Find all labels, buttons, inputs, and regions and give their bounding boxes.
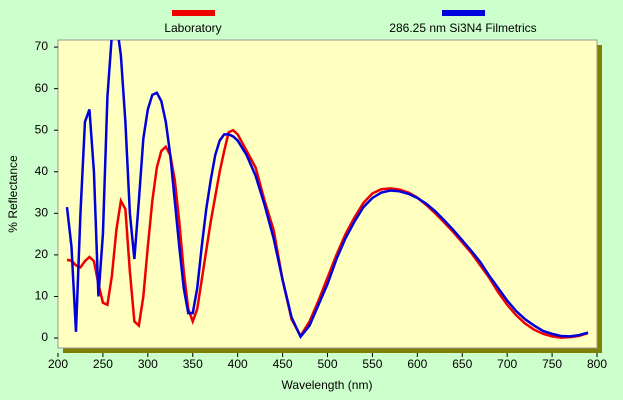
x-tick-label: 600: [407, 357, 427, 371]
y-tick-label: 10: [35, 289, 49, 303]
y-tick-label: 60: [35, 81, 49, 95]
x-tick-label: 700: [497, 357, 517, 371]
y-tick-label: 70: [35, 39, 49, 53]
y-tick-label: 30: [35, 205, 49, 219]
y-axis-label: % Reflectance: [6, 155, 20, 233]
series-line: [66, 128, 589, 339]
x-tick-label: 650: [452, 357, 472, 371]
x-tick-label: 400: [228, 357, 248, 371]
legend-swatch: [172, 10, 215, 16]
x-tick-label: 500: [317, 357, 337, 371]
x-tick-label: 250: [93, 357, 113, 371]
x-tick-label: 350: [183, 357, 203, 371]
x-tick-label: 200: [48, 357, 68, 371]
legend-label: 286.25 nm Si3N4 Filmetrics: [389, 21, 536, 35]
series-line: [65, 40, 589, 340]
x-tick-label: 450: [273, 357, 293, 371]
y-tick-label: 40: [35, 164, 49, 178]
x-tick-label: 750: [542, 357, 562, 371]
legend-swatch: [442, 10, 485, 16]
legend-label: Laboratory: [164, 21, 221, 35]
y-tick-label: 0: [41, 330, 48, 344]
x-tick-label: 300: [138, 357, 158, 371]
x-tick-label: 800: [587, 357, 607, 371]
x-axis-label: Wavelength (nm): [282, 378, 373, 392]
x-tick-label: 550: [362, 357, 382, 371]
plot-area: [57, 39, 598, 349]
y-tick-label: 20: [35, 247, 49, 261]
y-tick-label: 50: [35, 122, 49, 136]
